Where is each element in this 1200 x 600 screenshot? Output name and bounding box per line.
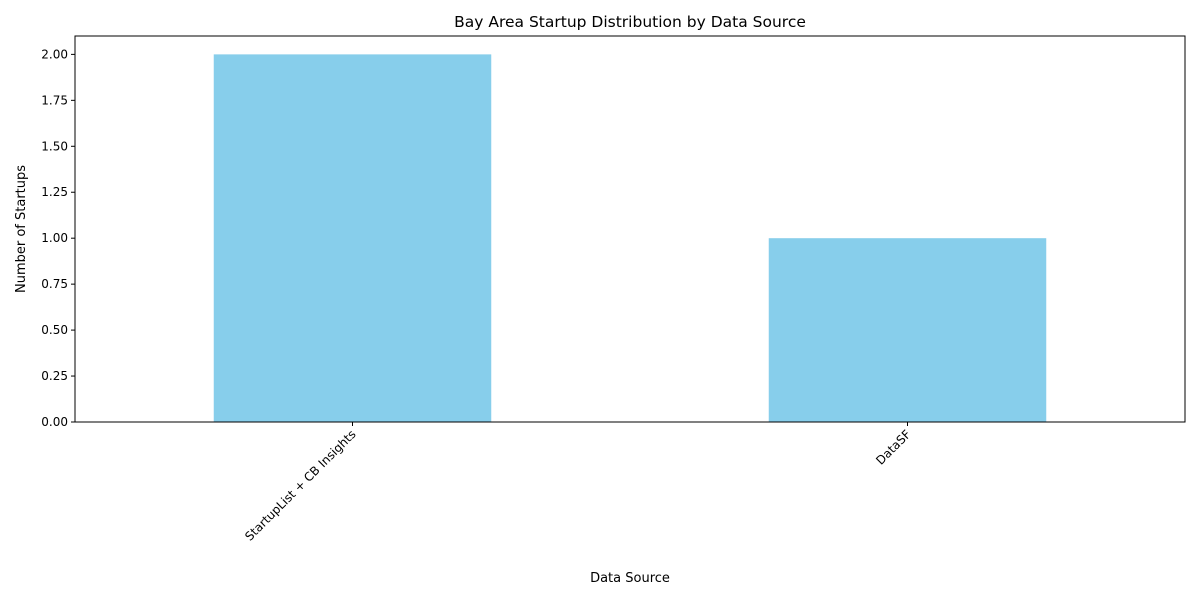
y-tick-label: 0.25 bbox=[41, 369, 68, 383]
y-tick-label: 1.50 bbox=[41, 139, 68, 153]
y-tick-label: 0.00 bbox=[41, 415, 68, 429]
y-tick-label: 1.25 bbox=[41, 185, 68, 199]
bar bbox=[768, 238, 1047, 422]
x-tick-label: StartupList + CB Insights bbox=[242, 427, 358, 543]
x-tick-label: DataSF bbox=[873, 427, 913, 467]
y-tick-label: 1.75 bbox=[41, 93, 68, 107]
axes-frame bbox=[74, 35, 1186, 423]
y-tick-label: 0.75 bbox=[41, 277, 68, 291]
plot-area: 0.00 0.25 0.50 0.75 1.00 1.25 1.50 1.75 2.00 Star… bbox=[41, 35, 1186, 544]
bar bbox=[213, 54, 492, 422]
x-axis-label: Data Source bbox=[590, 571, 670, 586]
y-tick-label: 0.50 bbox=[41, 323, 68, 337]
y-tick-label: 1.00 bbox=[41, 231, 68, 245]
y-axis-label: Number of Startups bbox=[14, 165, 29, 293]
chart-title: Bay Area Startup Distribution by Data So… bbox=[454, 13, 806, 31]
y-tick-label: 2.00 bbox=[41, 47, 68, 61]
